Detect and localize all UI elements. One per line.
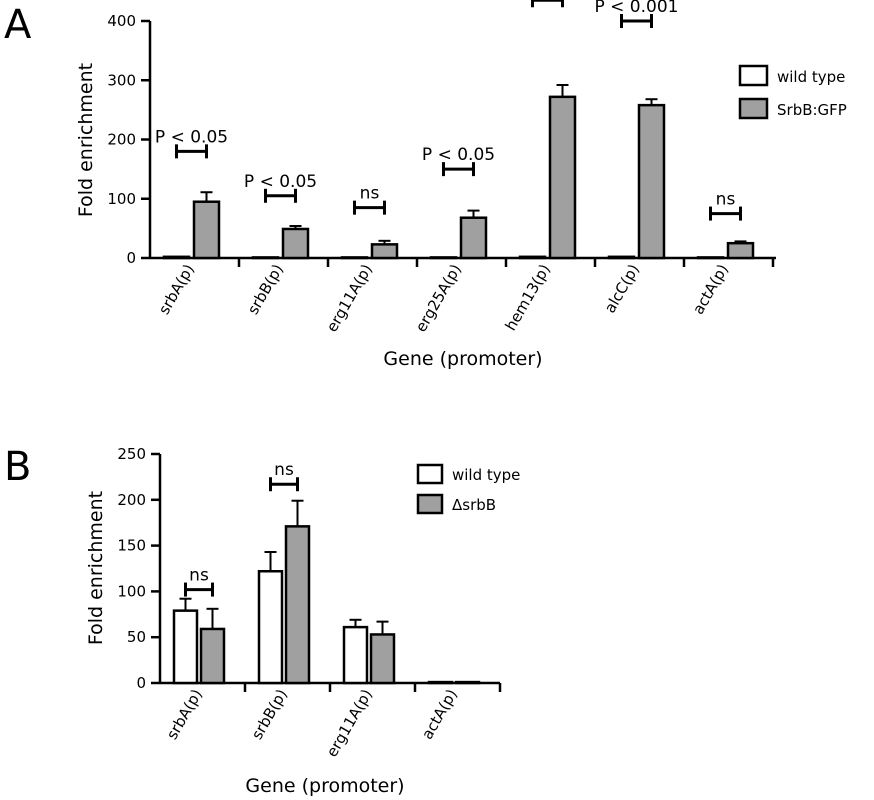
y-axis-title: Fold enrichment xyxy=(75,63,97,217)
bar-mutant xyxy=(370,243,399,260)
legend-label: wild type xyxy=(452,466,520,484)
significance-label: P < 0.05 xyxy=(422,145,495,165)
bar-wild-type xyxy=(427,680,454,685)
significance-label: ns xyxy=(360,184,380,204)
bar-wild-type xyxy=(162,255,191,260)
bar-mutant xyxy=(281,227,310,260)
legend-swatch-mutant xyxy=(416,493,444,515)
x-tick-label: srbB(p) xyxy=(248,686,291,743)
y-tick-label: 300 xyxy=(107,71,136,89)
bar-mutant xyxy=(454,680,481,685)
significance-label: ns xyxy=(189,566,209,586)
panel-a-chart: A 0 100 200 300 400 srbA(p) srbB(p) erg11A(p) er… xyxy=(4,0,847,370)
bar-wild-type xyxy=(257,569,284,685)
significance-label: ns xyxy=(716,190,736,210)
legend-label: wild type xyxy=(777,68,845,86)
bar-mutant xyxy=(459,216,488,260)
bar-mutant xyxy=(284,525,311,685)
y-tick-label: 50 xyxy=(127,628,146,646)
x-tick-label: actA(p) xyxy=(689,261,732,317)
x-axis-title: Gene (promoter) xyxy=(383,348,542,370)
legend-label: SrbB:GFP xyxy=(777,101,847,119)
significance-label: ns xyxy=(274,460,294,480)
x-tick-label: srbA(p) xyxy=(155,261,198,318)
bar-mutant xyxy=(192,200,221,260)
bar-mutant xyxy=(548,95,577,260)
x-tick-label: hem13(p) xyxy=(502,261,554,334)
y-axis-title: Fold enrichment xyxy=(85,491,107,645)
significance-label: P < 0.001 xyxy=(595,0,679,17)
x-tick-label: actA(p) xyxy=(418,686,461,742)
panel-b-chart: B 0 50 100 150 200 250 srbA(p) srbB(p) erg11A(p)… xyxy=(4,444,520,797)
legend-label: ΔsrbB xyxy=(452,496,496,514)
y-tick-label: 250 xyxy=(117,445,146,463)
bar-wild-type xyxy=(696,256,725,260)
legend-swatch-mutant xyxy=(738,97,769,120)
x-tick-label: erg11A(p) xyxy=(323,261,376,335)
bar-mutant xyxy=(199,627,226,685)
significance-label: P < 0.05 xyxy=(155,127,228,147)
y-tick-label: 0 xyxy=(136,674,146,692)
legend-swatch-wild-type xyxy=(416,463,444,485)
y-tick-label: 400 xyxy=(107,12,136,30)
legend: wild type SrbB:GFP xyxy=(738,64,847,120)
x-tick-label: erg25A(p) xyxy=(412,261,465,335)
x-tick-label: erg11A(p) xyxy=(323,686,376,760)
x-tick-label: srbB(p) xyxy=(244,261,287,318)
x-axis-title: Gene (promoter) xyxy=(245,775,404,797)
y-tick-label: 100 xyxy=(107,190,136,208)
bar-mutant xyxy=(637,103,666,260)
x-tick-label: srbA(p) xyxy=(163,686,206,743)
legend-swatch-wild-type xyxy=(738,64,769,87)
significance-label: P < 0.05 xyxy=(244,172,317,192)
bar-wild-type xyxy=(429,256,458,260)
y-tick-label: 200 xyxy=(107,131,136,149)
bar-mutant xyxy=(369,633,396,685)
bar-wild-type xyxy=(251,256,280,260)
y-tick-label: 100 xyxy=(117,582,146,600)
bar-mutant xyxy=(726,241,755,260)
bar-wild-type xyxy=(172,609,199,685)
y-tick-label: 150 xyxy=(117,537,146,555)
panel-a-letter: A xyxy=(4,2,32,48)
bar-wild-type xyxy=(607,255,636,260)
bar-wild-type xyxy=(342,625,369,685)
panel-b-letter: B xyxy=(4,444,31,490)
bar-wild-type xyxy=(340,256,369,260)
y-tick-label: 0 xyxy=(126,249,136,267)
bar-wild-type xyxy=(518,255,547,260)
legend: wild type ΔsrbB xyxy=(416,463,520,515)
x-tick-label: alcC(p) xyxy=(601,261,643,316)
y-tick-label: 200 xyxy=(117,491,146,509)
